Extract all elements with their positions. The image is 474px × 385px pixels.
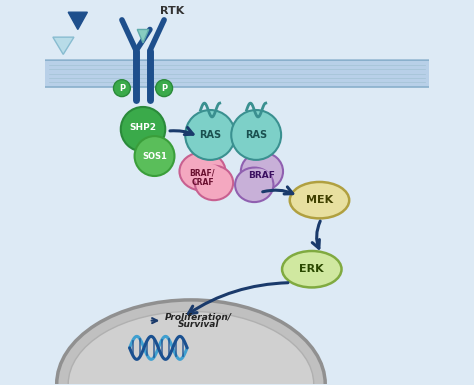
Text: P: P (161, 84, 167, 93)
Ellipse shape (195, 166, 233, 200)
Ellipse shape (180, 152, 226, 191)
Circle shape (121, 107, 165, 151)
Polygon shape (53, 37, 74, 54)
FancyBboxPatch shape (43, 60, 431, 87)
Text: RAS: RAS (199, 130, 221, 140)
Ellipse shape (193, 164, 224, 187)
Ellipse shape (57, 300, 325, 385)
Circle shape (231, 110, 281, 160)
Ellipse shape (282, 251, 342, 288)
Circle shape (135, 136, 174, 176)
Text: MEK: MEK (306, 195, 333, 205)
Ellipse shape (290, 182, 349, 218)
Text: SHP2: SHP2 (129, 123, 156, 132)
Ellipse shape (235, 167, 273, 202)
Text: BRAF/: BRAF/ (190, 169, 215, 178)
Text: SOS1: SOS1 (142, 152, 167, 161)
Circle shape (113, 80, 130, 97)
Polygon shape (137, 30, 149, 43)
Circle shape (185, 110, 235, 160)
Ellipse shape (241, 152, 283, 191)
FancyBboxPatch shape (45, 1, 429, 384)
Ellipse shape (68, 311, 314, 385)
Circle shape (155, 80, 173, 97)
Text: P: P (119, 84, 125, 93)
Polygon shape (68, 12, 87, 30)
Text: BRAF: BRAF (248, 171, 275, 180)
Ellipse shape (245, 169, 272, 190)
Text: RAS: RAS (245, 130, 267, 140)
Text: Survival: Survival (178, 320, 219, 329)
Text: Proliferation/: Proliferation/ (165, 313, 232, 322)
Text: ERK: ERK (300, 264, 324, 274)
Text: RTK: RTK (160, 6, 184, 16)
Text: CRAF: CRAF (191, 177, 214, 187)
